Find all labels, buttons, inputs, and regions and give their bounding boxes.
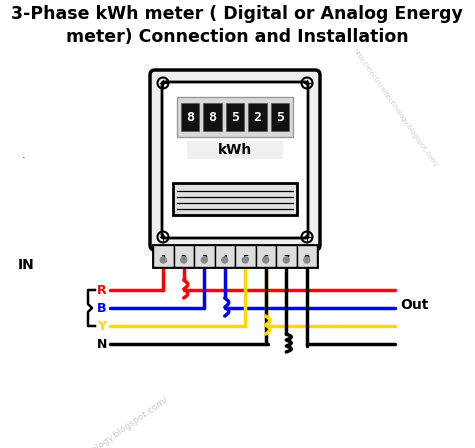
Bar [194,245,215,267]
Bar [187,141,283,159]
Text: Y: Y [97,319,106,332]
Circle shape [305,236,308,238]
Text: http://electricaltechnology.blogspot.com/: http://electricaltechnology.blogspot.com… [352,48,438,169]
Circle shape [222,257,228,263]
Text: 2: 2 [180,255,187,264]
Bar [173,245,194,267]
Circle shape [201,257,207,263]
Bar [248,103,266,131]
Bar [226,103,244,131]
Bar [173,183,297,215]
Text: R: R [97,284,106,297]
Text: 5: 5 [242,255,248,264]
Bar [153,245,317,267]
Text: 3: 3 [201,255,208,264]
Text: 2: 2 [253,111,261,124]
Bar [153,245,173,267]
Bar [296,245,317,267]
Text: 1: 1 [160,255,166,264]
Bar [276,245,296,267]
FancyBboxPatch shape [162,82,308,238]
Circle shape [162,82,164,85]
Text: .: . [22,150,26,160]
Bar [235,245,256,267]
Text: 3-Phase kWh meter ( Digital or Analog Energy: 3-Phase kWh meter ( Digital or Analog En… [11,5,463,23]
Circle shape [283,257,289,263]
Text: http:// electricaltechnology.blogspot.com/: http:// electricaltechnology.blogspot.co… [10,395,170,448]
Circle shape [304,257,310,263]
Text: N: N [97,337,107,350]
Bar [177,97,293,137]
Text: 4: 4 [221,255,228,264]
Text: 5: 5 [231,111,239,124]
Text: 7: 7 [283,255,289,264]
Circle shape [162,236,164,238]
Text: meter) Connection and Installation: meter) Connection and Installation [66,28,408,46]
Circle shape [263,257,269,263]
Circle shape [160,257,166,263]
Text: 8: 8 [186,111,194,124]
Bar [256,245,276,267]
Text: kWh: kWh [218,143,252,157]
Bar [215,245,235,267]
Bar [203,103,222,131]
Text: B: B [97,302,106,314]
Text: IN: IN [18,258,35,272]
Circle shape [242,257,248,263]
Bar [271,103,289,131]
FancyBboxPatch shape [150,70,320,250]
Bar [181,103,200,131]
Circle shape [181,257,187,263]
Circle shape [305,82,308,85]
Text: Out: Out [400,298,428,312]
Text: 8: 8 [304,255,310,264]
Text: 5: 5 [276,111,284,124]
Text: 8: 8 [209,111,217,124]
Text: 6: 6 [263,255,269,264]
